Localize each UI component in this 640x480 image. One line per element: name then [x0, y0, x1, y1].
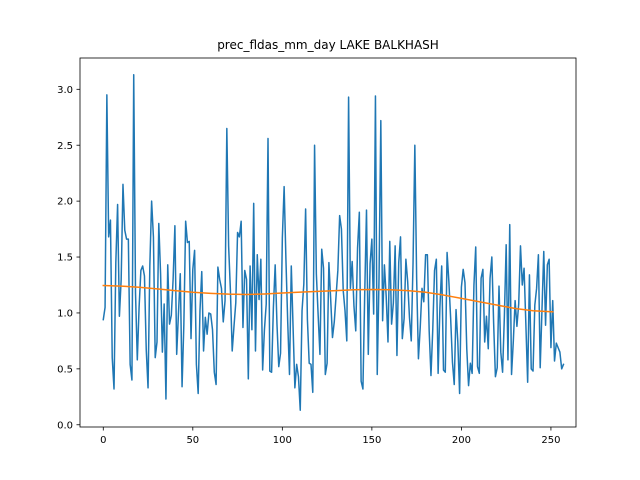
axes-layer: 0 50 100 150 200 250 0.0 0.5 1.0 1.5 2.0 2.5 3.0 — [57, 57, 577, 446]
y-tick-label: 1.0 — [57, 309, 73, 320]
x-tick-label: 50 — [186, 435, 199, 446]
y-tick-label: 3.0 — [57, 85, 73, 96]
y-tick-label: 0.0 — [57, 420, 73, 431]
series-layer — [102, 74, 565, 411]
plot-frame — [79, 57, 577, 428]
chart-title: prec_fldas_mm_day LAKE BALKHASH — [217, 38, 439, 52]
y-tick-label: 2.0 — [57, 197, 73, 208]
series-line-trend — [102, 284, 554, 313]
x-tick-label: 150 — [362, 435, 381, 446]
x-tick-label: 0 — [100, 435, 106, 446]
x-tick-label: 200 — [452, 435, 471, 446]
y-tick-label: 0.5 — [57, 364, 73, 375]
y-tick-label: 1.5 — [57, 253, 73, 264]
y-tick-label: 2.5 — [57, 141, 73, 152]
x-tick-label: 250 — [541, 435, 560, 446]
x-tick-label: 100 — [273, 435, 292, 446]
series-line-precipitation — [102, 74, 565, 411]
